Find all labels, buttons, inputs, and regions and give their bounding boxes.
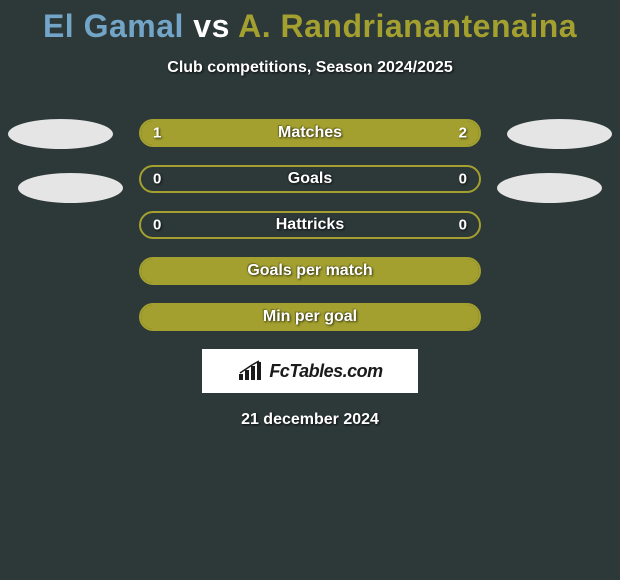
player2-badge-1	[507, 119, 612, 149]
subtitle: Club competitions, Season 2024/2025	[0, 59, 620, 77]
stat-bar: 0 0Hattricks	[139, 211, 481, 239]
brand-text: FcTables.com	[269, 361, 382, 382]
stat-value-left: 0	[153, 171, 161, 188]
stat-label: Goals	[141, 170, 479, 188]
player2-badge-2	[497, 173, 602, 203]
comparison-title: El Gamal vs A. Randrianantenaina	[0, 0, 620, 45]
player1-name: El Gamal	[43, 8, 184, 44]
stat-bar: 0 0Goals	[139, 165, 481, 193]
brand-badge: FcTables.com	[202, 349, 418, 393]
stat-label: Hattricks	[141, 216, 479, 234]
stat-bar: Goals per match	[139, 257, 481, 285]
bar-fill-full	[141, 305, 479, 329]
player2-name: A. Randrianantenaina	[238, 8, 577, 44]
stat-bar: Min per goal	[139, 303, 481, 331]
bar-fill-full	[141, 259, 479, 283]
stat-bar: 12Matches	[139, 119, 481, 147]
player1-badge-1	[8, 119, 113, 149]
stat-value-right: 0	[459, 217, 467, 234]
vs-text: vs	[193, 8, 230, 44]
stat-value-right: 0	[459, 171, 467, 188]
date-text: 21 december 2024	[0, 411, 620, 429]
stat-value-left: 0	[153, 217, 161, 234]
bars-icon	[237, 360, 265, 382]
bar-fill-left	[141, 121, 253, 145]
player1-badge-2	[18, 173, 123, 203]
bar-fill-right	[253, 121, 479, 145]
stats-area: 12Matches00Goals00HattricksGoals per mat…	[0, 119, 620, 331]
